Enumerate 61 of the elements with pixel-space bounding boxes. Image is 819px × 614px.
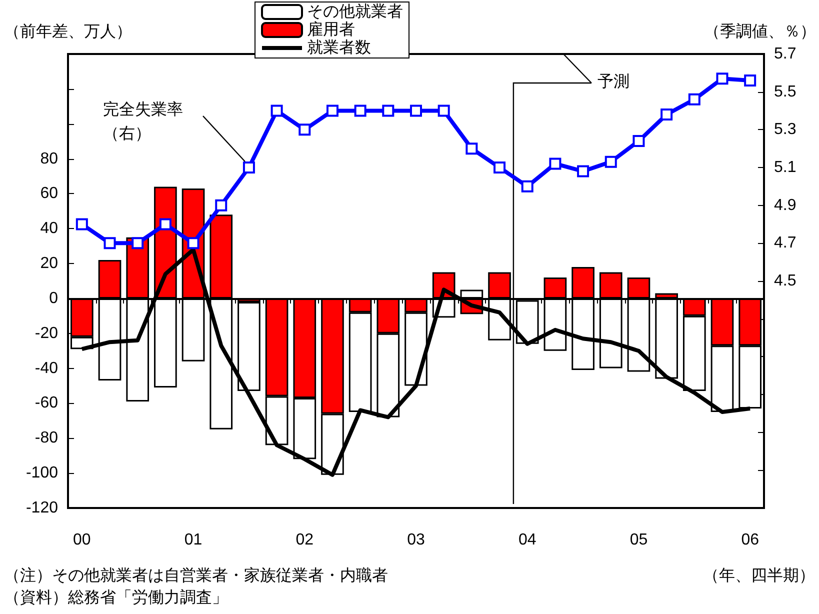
point [438,104,450,117]
point [104,237,116,250]
x-axis-title: （年、四半期） [703,566,815,584]
legend-label: 就業者数 [307,38,371,56]
x-tick-label: 01 [184,532,202,548]
x-tick-label: 05 [630,532,648,548]
point [270,104,283,117]
x-tick-label: 02 [296,532,314,548]
point [688,93,700,106]
y-tick-label: -20 [34,324,58,342]
legend-label: 雇用者 [307,20,355,38]
y-tick-label: -80 [34,430,58,447]
ref-line-label: 予測 [597,72,630,90]
y-axis-title: （前年差、万人） [4,22,132,40]
y2-tick-label: 5.7 [774,46,796,62]
point [242,162,255,174]
point [410,104,422,117]
point [159,218,172,230]
y-tick-label: 40 [40,220,58,238]
x-tick-label: 04 [518,532,536,548]
y-tick-label: -60 [34,394,58,412]
point [744,74,756,86]
text: （資料）総務省「労働力調査」 [4,588,228,606]
y-tick-label: 60 [40,185,58,202]
point [521,180,534,192]
point [354,104,366,117]
x-tick-label: 06 [741,532,760,548]
y-tick-label: -100 [26,464,58,482]
point [76,218,88,230]
point [632,135,645,148]
point [326,104,338,117]
point [298,124,311,136]
y-tick-label: 0 [49,290,58,307]
point [466,142,478,155]
point [549,158,562,170]
legend-label: その他就業者 [307,2,403,20]
y2-tick-label: 4.9 [774,196,796,214]
point [494,162,506,174]
point [660,108,673,121]
point [577,165,590,178]
point [132,237,144,250]
y2-axis-title: （季調値、％） [704,22,816,40]
point [187,237,200,250]
y2-tick-label: 4.7 [774,234,796,252]
y2-tick-label: 5.3 [774,121,796,138]
y2-tick-label: 5.1 [774,159,796,176]
text: （注）その他就業者は自営業者・家族従業者・内職者 [4,566,388,584]
x-tick-label: 03 [407,532,425,548]
point [716,72,728,85]
point [604,156,617,168]
text: 完全失業率（右） [103,100,183,142]
point [382,104,394,117]
y-tick-label: -120 [26,500,58,516]
y2-tick-label: 4.5 [774,272,796,290]
y-tick-label: -40 [34,360,58,377]
x-tick-label: 00 [73,532,91,548]
bar [238,302,260,392]
y-tick-label: 80 [40,150,58,168]
y-tick-label: 20 [40,255,58,272]
y2-tick-label: 5.5 [774,83,796,100]
point [215,199,228,212]
